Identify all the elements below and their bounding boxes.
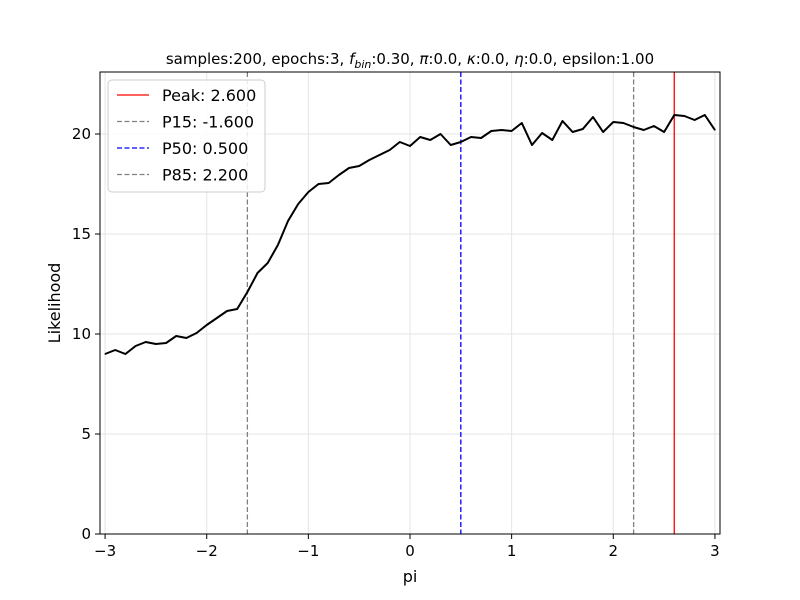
data-point bbox=[338, 174, 340, 176]
data-point bbox=[328, 182, 330, 184]
x-tick-label: −1 bbox=[297, 542, 319, 560]
data-point bbox=[368, 159, 370, 161]
data-point bbox=[470, 136, 472, 138]
legend-box bbox=[107, 79, 266, 193]
data-point bbox=[206, 324, 208, 326]
data-point bbox=[551, 139, 553, 141]
data-point bbox=[633, 126, 635, 128]
data-point bbox=[145, 341, 147, 343]
data-point bbox=[460, 141, 462, 143]
x-axis-ticks: −3 −2 −1 0 1 2 3 bbox=[94, 534, 720, 560]
data-point bbox=[531, 144, 533, 146]
data-point bbox=[653, 125, 655, 127]
data-point bbox=[714, 129, 716, 131]
data-point bbox=[500, 129, 503, 131]
data-point bbox=[622, 122, 625, 124]
legend: Peak: 2.600 P15: -1.600 P50: 0.500 P85: 2.2… bbox=[107, 79, 266, 193]
data-point bbox=[267, 262, 269, 264]
data-point bbox=[643, 129, 645, 131]
data-point bbox=[704, 114, 706, 116]
legend-label: P15: -1.600 bbox=[162, 113, 254, 132]
data-point bbox=[439, 133, 442, 135]
data-point bbox=[521, 122, 523, 124]
data-point bbox=[216, 317, 218, 319]
chart-title: samples:200, epochs:3, fbin:0.30, π:0.0,… bbox=[166, 50, 654, 71]
data-point bbox=[348, 167, 350, 169]
data-point bbox=[592, 116, 594, 118]
data-point bbox=[683, 115, 686, 117]
data-point bbox=[104, 353, 106, 355]
data-point bbox=[307, 191, 309, 193]
data-point bbox=[226, 310, 228, 312]
data-point bbox=[124, 353, 127, 355]
data-point bbox=[378, 154, 381, 156]
legend-label: P85: 2.200 bbox=[162, 166, 248, 185]
y-tick-label: 20 bbox=[72, 125, 91, 143]
data-point bbox=[256, 272, 259, 274]
data-point bbox=[297, 203, 299, 205]
data-point bbox=[673, 114, 675, 116]
y-tick-label: 0 bbox=[81, 525, 91, 543]
data-point bbox=[582, 128, 584, 130]
y-tick-label: 15 bbox=[72, 225, 91, 243]
x-axis-label: pi bbox=[403, 567, 418, 586]
data-point bbox=[358, 165, 360, 167]
legend-label: P50: 0.500 bbox=[162, 139, 248, 158]
data-point bbox=[693, 119, 696, 121]
data-point bbox=[490, 130, 492, 132]
data-point bbox=[612, 121, 614, 123]
data-point bbox=[155, 343, 157, 345]
data-point bbox=[287, 220, 289, 222]
x-tick-label: 0 bbox=[405, 542, 415, 560]
data-point bbox=[175, 335, 177, 337]
data-point bbox=[317, 183, 320, 185]
y-tick-label: 10 bbox=[72, 325, 91, 343]
data-point bbox=[572, 131, 574, 133]
y-tick-label: 5 bbox=[81, 425, 91, 443]
data-point bbox=[389, 149, 391, 151]
data-point bbox=[134, 345, 137, 347]
data-point bbox=[480, 137, 482, 139]
data-point bbox=[511, 130, 513, 132]
data-point bbox=[165, 342, 167, 344]
data-point bbox=[602, 131, 604, 133]
y-axis-label: Likelihood bbox=[45, 263, 64, 344]
x-tick-label: 2 bbox=[609, 542, 619, 560]
data-point bbox=[663, 131, 665, 133]
data-point bbox=[450, 144, 452, 146]
data-point bbox=[429, 139, 431, 141]
data-point bbox=[236, 308, 238, 310]
data-point bbox=[541, 132, 543, 134]
data-point bbox=[277, 244, 279, 246]
y-axis-ticks: 0 5 10 15 20 bbox=[72, 125, 100, 543]
data-point bbox=[246, 291, 248, 293]
data-point bbox=[114, 349, 116, 351]
data-point bbox=[195, 332, 198, 334]
x-tick-label: 3 bbox=[710, 542, 720, 560]
series-group bbox=[104, 114, 716, 355]
x-tick-label: −3 bbox=[94, 542, 116, 560]
data-point bbox=[561, 120, 564, 122]
data-point bbox=[185, 337, 187, 339]
x-tick-label: −2 bbox=[196, 542, 218, 560]
x-tick-label: 1 bbox=[507, 542, 517, 560]
data-point bbox=[399, 141, 401, 143]
data-point bbox=[409, 145, 411, 147]
legend-label: Peak: 2.600 bbox=[162, 86, 256, 105]
data-point bbox=[419, 136, 421, 138]
